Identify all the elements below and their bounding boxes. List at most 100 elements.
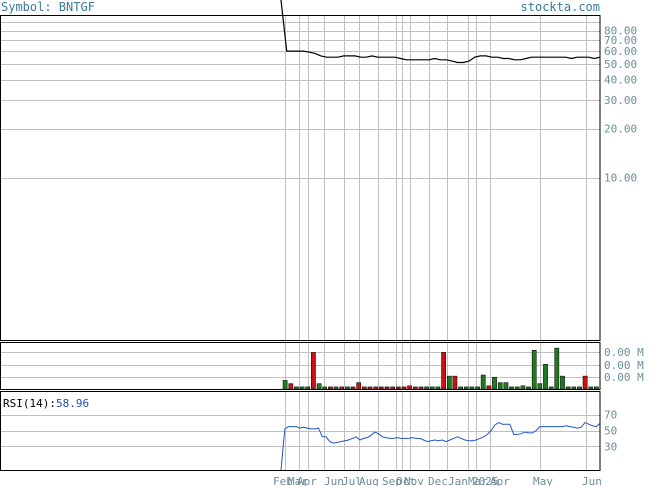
price-y-tick-label: 30.00 bbox=[604, 94, 637, 107]
volume-bar bbox=[520, 385, 526, 390]
volume-bar bbox=[571, 386, 577, 390]
volume-bar bbox=[288, 383, 294, 390]
volume-bar bbox=[435, 386, 441, 390]
rsi-value: 58.96 bbox=[56, 397, 89, 410]
volume-bar bbox=[350, 386, 356, 390]
volume-bar bbox=[328, 386, 333, 390]
panel-frames bbox=[0, 15, 601, 471]
x-axis-label: Oct bbox=[396, 475, 416, 486]
volume-bar bbox=[322, 386, 328, 390]
volume-y-tick-label: 0.00 M bbox=[604, 346, 644, 359]
volume-bar bbox=[316, 383, 322, 390]
price-panel-grid bbox=[0, 15, 600, 340]
volume-bar bbox=[390, 386, 396, 390]
rsi-y-tick-label: 50 bbox=[604, 425, 617, 438]
price-series bbox=[280, 0, 601, 64]
x-axis-label: Dec bbox=[428, 475, 448, 486]
rsi-y-tick-label: 30 bbox=[604, 440, 617, 453]
price-y-tick-label: 20.00 bbox=[604, 123, 637, 136]
symbol-label: Symbol: BNTGF bbox=[1, 0, 95, 14]
volume-bar bbox=[582, 375, 588, 390]
x-axis-label: Jan bbox=[448, 475, 468, 486]
volume-bar bbox=[475, 386, 480, 390]
volume-bar bbox=[305, 386, 311, 390]
volume-bar bbox=[294, 386, 299, 390]
volume-bar bbox=[356, 382, 362, 390]
rsi-line bbox=[280, 421, 601, 471]
volume-bar bbox=[418, 386, 424, 390]
x-axis-label: Jun bbox=[324, 475, 344, 486]
price-y-tick-label: 40.00 bbox=[604, 74, 637, 87]
volume-bar bbox=[333, 386, 339, 390]
price-y-tick-label: 50.00 bbox=[604, 58, 637, 71]
panel-frame bbox=[0, 15, 601, 341]
volume-panel-grid bbox=[0, 342, 600, 389]
rsi-label: RSI(14): bbox=[3, 397, 56, 410]
volume-bar bbox=[429, 386, 435, 390]
rsi-y-tick-label: 70 bbox=[604, 409, 617, 422]
x-axis-label: Mar bbox=[288, 475, 308, 486]
volume-bar bbox=[560, 375, 565, 390]
volume-bar bbox=[588, 386, 594, 390]
x-axis-label: Aug bbox=[359, 475, 379, 486]
panel-frame bbox=[0, 391, 601, 471]
volume-bar bbox=[362, 386, 367, 390]
volume-bar bbox=[458, 386, 463, 390]
x-axis-label: Jul bbox=[342, 475, 362, 486]
price-y-tick-label: 80.00 bbox=[604, 25, 637, 38]
x-axis-label: Jun bbox=[582, 475, 602, 486]
volume-bar bbox=[452, 375, 458, 390]
volume-bar bbox=[543, 364, 548, 390]
x-axis-label: May bbox=[533, 475, 553, 486]
volume-bar bbox=[526, 386, 531, 390]
volume-bar bbox=[531, 350, 537, 390]
panel-frame bbox=[0, 342, 601, 390]
volume-bar bbox=[373, 386, 379, 390]
volume-y-tick-label: 0.00 M bbox=[604, 371, 644, 384]
volume-bar bbox=[395, 386, 401, 390]
volume-bar bbox=[565, 386, 571, 390]
volume-bar bbox=[339, 386, 345, 390]
volume-bar bbox=[577, 386, 582, 390]
volume-bar bbox=[554, 347, 560, 390]
volume-bars bbox=[282, 347, 599, 390]
volume-bar bbox=[401, 386, 407, 390]
volume-bar bbox=[497, 382, 503, 390]
x-axis-label: Apr bbox=[297, 475, 317, 486]
volume-bar bbox=[594, 386, 599, 390]
volume-bar bbox=[311, 352, 316, 390]
rsi-panel-grid bbox=[0, 391, 600, 470]
volume-bar bbox=[378, 386, 384, 390]
volume-bar bbox=[492, 376, 497, 390]
rsi-series bbox=[280, 421, 601, 471]
volume-bar bbox=[480, 374, 486, 390]
volume-bar bbox=[412, 386, 418, 390]
volume-bar bbox=[367, 386, 373, 390]
volume-bar bbox=[446, 375, 452, 390]
price-line bbox=[280, 0, 601, 64]
brand-label: stockta.com bbox=[520, 0, 600, 14]
volume-bar bbox=[469, 386, 475, 390]
x-axis-label: Feb bbox=[273, 475, 293, 486]
volume-bar bbox=[486, 385, 492, 390]
volume-bar bbox=[463, 386, 469, 390]
volume-y-tick-label: 0.00 M bbox=[604, 359, 644, 372]
volume-bar bbox=[514, 386, 520, 390]
x-axis-label: Mar bbox=[468, 475, 488, 486]
x-axis-label: Nov bbox=[404, 475, 424, 486]
x-axis-label: Apr bbox=[490, 475, 510, 486]
volume-bar bbox=[345, 386, 350, 390]
volume-bar bbox=[441, 352, 446, 390]
volume-bar bbox=[548, 386, 554, 390]
price-y-tick-label: 10.00 bbox=[604, 172, 637, 185]
x-axis-label: 2025 bbox=[472, 475, 499, 486]
volume-bar bbox=[407, 385, 412, 390]
price-y-tick-label: 60.00 bbox=[604, 45, 637, 58]
volume-bar bbox=[537, 383, 543, 390]
x-axis-label: Sep bbox=[382, 475, 402, 486]
price-y-tick-label: 70.00 bbox=[604, 34, 637, 47]
volume-bar bbox=[384, 386, 390, 390]
volume-bar bbox=[299, 386, 305, 390]
